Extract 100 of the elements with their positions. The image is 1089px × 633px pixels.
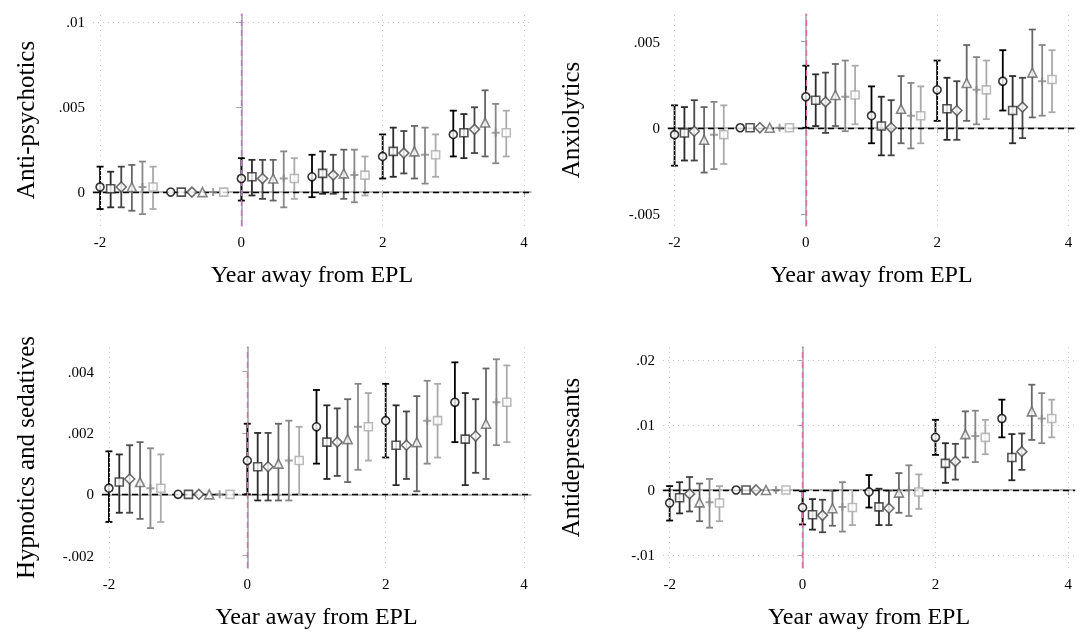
point bbox=[827, 502, 838, 514]
point bbox=[146, 484, 155, 493]
point bbox=[289, 173, 300, 184]
y-tick-label: .002 bbox=[67, 424, 94, 441]
y-tick-label: .005 bbox=[633, 33, 660, 50]
point bbox=[176, 187, 187, 197]
point bbox=[797, 502, 808, 513]
point bbox=[479, 117, 491, 128]
point bbox=[781, 485, 791, 495]
point bbox=[883, 502, 895, 514]
point bbox=[895, 103, 907, 115]
point bbox=[847, 502, 858, 513]
point bbox=[1046, 413, 1057, 424]
x-axis-title: Year away from EPL bbox=[767, 603, 971, 629]
point bbox=[104, 483, 114, 493]
point bbox=[215, 490, 224, 499]
x-tick-label: 2 bbox=[378, 233, 387, 250]
point bbox=[123, 473, 136, 485]
point bbox=[398, 147, 410, 159]
point bbox=[679, 128, 690, 138]
x-axis-title: Year away from EPL bbox=[770, 261, 973, 287]
x-tick-label: -2 bbox=[102, 575, 116, 592]
point bbox=[893, 487, 905, 498]
point bbox=[156, 483, 166, 493]
y-tick-label: .02 bbox=[636, 352, 655, 368]
point bbox=[380, 415, 391, 426]
point bbox=[694, 497, 705, 508]
point bbox=[816, 509, 829, 522]
point bbox=[960, 428, 971, 440]
point bbox=[114, 477, 125, 487]
point bbox=[997, 413, 1007, 424]
y-tick-label: .004 bbox=[67, 363, 95, 380]
point bbox=[448, 129, 459, 140]
point bbox=[331, 436, 344, 448]
point bbox=[134, 476, 146, 488]
point bbox=[942, 104, 952, 114]
point bbox=[775, 123, 784, 132]
point bbox=[1007, 452, 1017, 463]
point bbox=[841, 92, 850, 101]
point bbox=[148, 182, 158, 192]
point bbox=[138, 182, 147, 191]
point bbox=[669, 129, 680, 140]
x-tick-label: 0 bbox=[798, 575, 807, 592]
x-tick-label: 0 bbox=[243, 575, 252, 592]
point bbox=[971, 432, 980, 441]
point bbox=[819, 96, 832, 108]
point bbox=[492, 398, 501, 407]
point bbox=[866, 110, 877, 121]
point bbox=[705, 498, 714, 507]
point bbox=[501, 127, 512, 138]
point bbox=[501, 397, 512, 408]
point bbox=[698, 134, 710, 146]
x-tick-label: 0 bbox=[237, 233, 246, 250]
point bbox=[914, 487, 924, 497]
point bbox=[980, 432, 991, 443]
point bbox=[317, 168, 328, 179]
point bbox=[354, 422, 363, 431]
point bbox=[1027, 67, 1038, 78]
point bbox=[311, 422, 322, 432]
point bbox=[165, 187, 176, 197]
point bbox=[225, 489, 235, 500]
point bbox=[731, 485, 741, 495]
point bbox=[203, 489, 215, 500]
point bbox=[760, 484, 772, 496]
x-tick-label: 4 bbox=[1064, 233, 1073, 250]
point bbox=[491, 128, 500, 137]
point bbox=[236, 173, 247, 184]
y-tick-label: 0 bbox=[77, 184, 85, 201]
point bbox=[377, 151, 388, 162]
point bbox=[915, 110, 926, 121]
point bbox=[279, 174, 288, 183]
point bbox=[197, 186, 208, 198]
point bbox=[391, 440, 401, 451]
point bbox=[409, 146, 420, 157]
point bbox=[423, 416, 432, 425]
point bbox=[411, 436, 423, 448]
point bbox=[247, 172, 257, 182]
point bbox=[294, 455, 304, 466]
y-axis-title: Hypnotics and sedatives bbox=[12, 335, 39, 580]
point bbox=[961, 77, 972, 89]
point bbox=[209, 188, 218, 197]
y-tick-label: .005 bbox=[58, 99, 85, 116]
point bbox=[468, 123, 481, 136]
point bbox=[838, 502, 847, 511]
point bbox=[480, 418, 492, 430]
point bbox=[267, 173, 279, 184]
x-tick-label: -2 bbox=[668, 233, 681, 250]
point bbox=[450, 397, 460, 408]
point bbox=[322, 437, 332, 447]
y-tick-label: 0 bbox=[652, 119, 660, 136]
point bbox=[874, 502, 884, 512]
point bbox=[388, 146, 399, 157]
point bbox=[1038, 77, 1047, 86]
point bbox=[1026, 406, 1038, 417]
point bbox=[273, 458, 284, 469]
point bbox=[460, 434, 471, 444]
point bbox=[256, 172, 269, 185]
point bbox=[307, 172, 317, 182]
point bbox=[801, 91, 811, 102]
point bbox=[750, 484, 762, 496]
